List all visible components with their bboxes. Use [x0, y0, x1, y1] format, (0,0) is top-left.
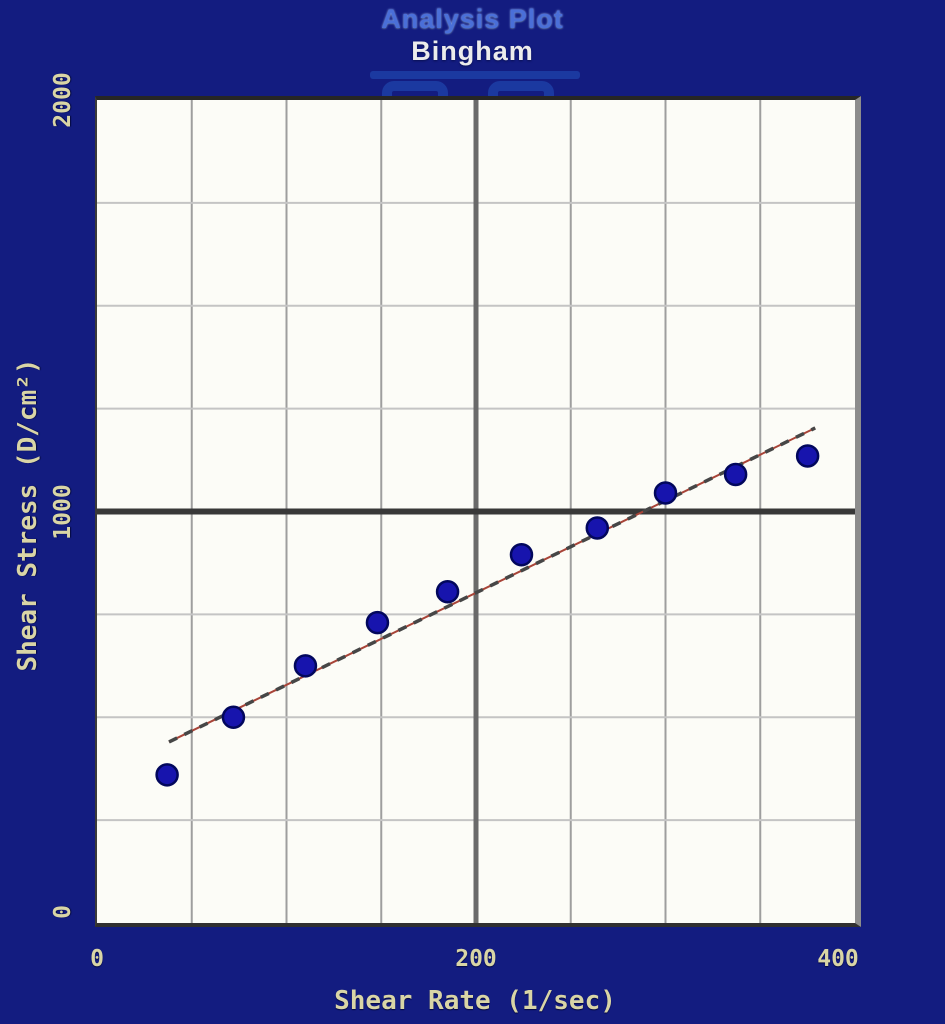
x-axis-title: Shear Rate (1/sec) — [334, 986, 616, 1016]
data-point — [365, 610, 390, 635]
y-tick-label: 1000 — [50, 483, 76, 540]
data-point — [653, 481, 678, 505]
x-tick-label: 400 — [817, 946, 859, 972]
data-point — [155, 763, 179, 787]
y-tick-label: 2000 — [50, 72, 76, 128]
y-axis-title: Shear Stress (D/cm²) — [13, 358, 43, 672]
partial-logo-glyph — [382, 81, 448, 97]
y-tick-label: 0 — [50, 905, 76, 919]
data-point — [585, 516, 610, 540]
data-point — [723, 462, 748, 487]
data-point — [221, 705, 246, 729]
data-point — [435, 579, 460, 604]
data-point — [293, 654, 318, 678]
x-tick-label: 200 — [455, 946, 497, 972]
chart-header: Analysis Plot Bingham — [0, 4, 945, 67]
partial-logo-bar — [370, 71, 580, 79]
partial-logo — [368, 71, 588, 97]
page-title: Analysis Plot — [381, 4, 564, 34]
x-tick-label: 0 — [90, 946, 104, 972]
partial-logo-glyph — [488, 81, 554, 97]
chart-subtitle: Bingham — [411, 36, 534, 66]
scatter-plot-canvas — [97, 100, 855, 923]
plot-area — [95, 96, 861, 927]
data-point — [795, 444, 820, 468]
fit-line — [168, 426, 816, 744]
data-point — [509, 542, 534, 567]
